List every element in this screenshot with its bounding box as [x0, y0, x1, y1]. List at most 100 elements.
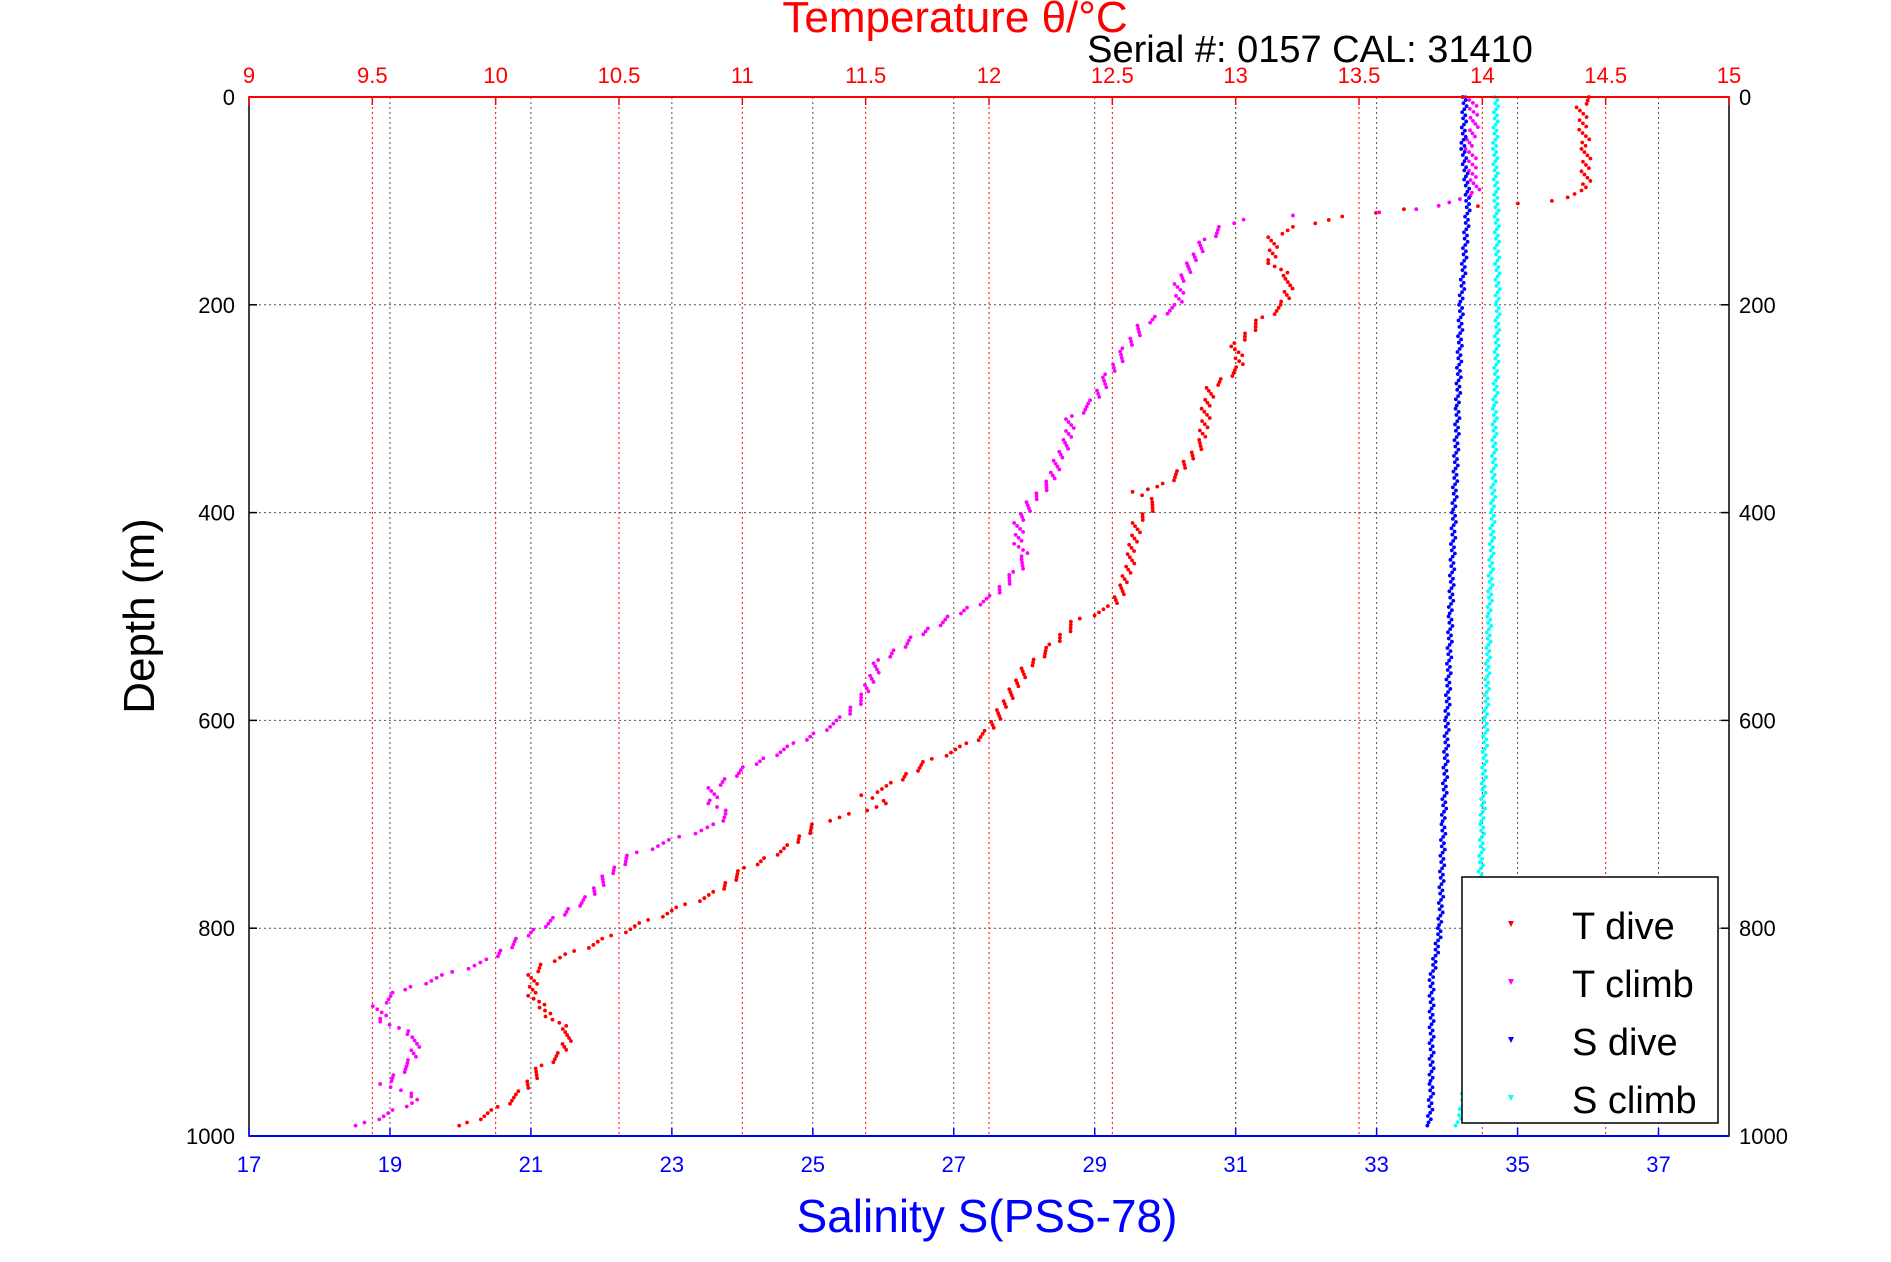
data-point — [1441, 857, 1446, 861]
data-point — [439, 973, 444, 977]
data-point — [1487, 633, 1492, 638]
data-point — [1444, 768, 1449, 773]
data-point — [1449, 633, 1453, 638]
data-point — [1438, 929, 1443, 934]
data-point — [1105, 604, 1110, 609]
data-point — [1474, 165, 1478, 170]
data-point — [1475, 204, 1480, 208]
data-point — [1457, 1107, 1462, 1111]
data-point — [1496, 321, 1501, 326]
data-point — [1481, 847, 1486, 852]
data-point — [1044, 488, 1049, 493]
data-point — [1582, 172, 1587, 177]
data-point — [1441, 803, 1446, 808]
data-point — [1445, 775, 1450, 779]
data-point — [537, 999, 541, 1004]
data-point — [1477, 187, 1482, 192]
data-point — [1440, 866, 1444, 871]
data-point — [1495, 171, 1500, 176]
data-point — [1453, 444, 1458, 449]
data-point — [1495, 258, 1500, 263]
data-point — [661, 841, 666, 845]
data-point — [1487, 687, 1491, 691]
data-point — [1462, 143, 1467, 148]
data-point — [623, 862, 628, 867]
data-point — [1205, 425, 1210, 430]
data-point — [1488, 639, 1493, 644]
data-point — [1489, 624, 1494, 628]
data-point — [1450, 554, 1455, 559]
data-point — [1491, 482, 1496, 487]
data-point — [609, 933, 614, 938]
data-point — [1202, 409, 1207, 414]
data-point — [1486, 589, 1491, 594]
data-point — [1492, 168, 1497, 173]
data-point — [1217, 380, 1222, 384]
data-point — [1455, 372, 1460, 376]
data-point — [1453, 466, 1458, 471]
data-point — [1463, 134, 1468, 139]
data-point — [775, 753, 779, 758]
data-point — [1441, 879, 1446, 883]
temperature-tick-label: 14 — [1470, 63, 1494, 88]
data-point — [1427, 1104, 1432, 1109]
data-point — [1493, 246, 1497, 251]
data-point — [1440, 850, 1445, 855]
data-point — [957, 744, 962, 749]
data-point — [1454, 494, 1459, 499]
data-point — [1450, 485, 1455, 490]
data-point — [1097, 395, 1102, 399]
data-point — [880, 787, 884, 791]
data-point — [1481, 825, 1486, 830]
data-point — [722, 886, 727, 891]
data-point — [1442, 841, 1446, 846]
data-point — [1481, 734, 1486, 739]
data-point — [1453, 504, 1458, 509]
data-point — [1586, 166, 1591, 171]
data-point — [1138, 530, 1142, 535]
data-point — [1492, 450, 1497, 455]
data-point — [1489, 469, 1494, 474]
data-point — [1447, 611, 1452, 616]
data-point — [1140, 493, 1144, 498]
data-point — [1466, 224, 1471, 228]
data-point — [1584, 185, 1588, 190]
data-point — [1480, 809, 1485, 814]
data-point — [1488, 617, 1493, 622]
data-point — [873, 664, 878, 669]
data-point — [478, 1117, 483, 1122]
data-point — [874, 805, 879, 809]
data-point — [526, 1086, 531, 1090]
data-point — [1450, 510, 1454, 515]
data-point — [543, 1008, 547, 1013]
data-point — [755, 862, 760, 867]
data-point — [1445, 759, 1450, 764]
data-point — [1492, 365, 1496, 370]
data-point — [1127, 542, 1132, 547]
data-point — [1237, 359, 1242, 364]
data-point — [1129, 546, 1134, 550]
data-point — [1443, 831, 1448, 836]
data-point — [1496, 265, 1501, 269]
data-point — [1132, 549, 1136, 553]
data-point — [1583, 143, 1588, 148]
data-point — [1580, 140, 1585, 145]
data-point — [1451, 576, 1455, 581]
data-point — [1493, 394, 1498, 399]
data-point — [1493, 425, 1498, 430]
data-point — [1449, 526, 1454, 531]
data-point — [1497, 287, 1502, 291]
data-point — [1084, 404, 1089, 409]
data-point — [1206, 388, 1211, 393]
data-point — [1449, 564, 1454, 569]
data-point — [1457, 197, 1462, 201]
data-point — [1428, 1088, 1433, 1093]
data-point — [1443, 693, 1448, 698]
data-point — [1451, 598, 1456, 603]
data-point — [1414, 207, 1419, 212]
data-point — [531, 927, 536, 932]
data-point — [1493, 479, 1498, 484]
data-point — [1428, 1110, 1433, 1115]
data-point — [1478, 822, 1483, 827]
data-point — [563, 1030, 568, 1034]
